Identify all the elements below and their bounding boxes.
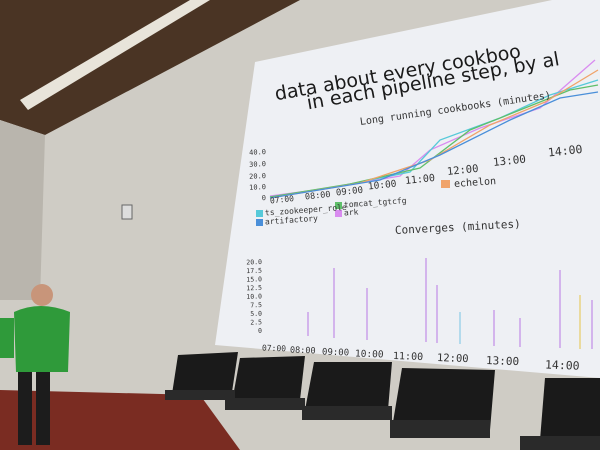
- leg: [18, 365, 32, 445]
- leg: [36, 365, 50, 445]
- wall-outlet: [121, 204, 133, 220]
- x-tick-label: 11:00: [404, 173, 435, 187]
- y-tick-label: 5.0: [250, 310, 262, 318]
- seat: [165, 390, 235, 400]
- head: [31, 284, 53, 306]
- chart1-lines: [269, 59, 599, 199]
- x-tick-label: 13:00: [492, 153, 526, 169]
- y-tick-label: 30.0: [249, 160, 266, 169]
- chair: [392, 368, 495, 430]
- legend-swatch: [335, 202, 342, 209]
- legend-label: echelon: [454, 176, 497, 190]
- projection-screen: [215, 0, 600, 378]
- seat: [302, 406, 392, 420]
- chart2-spikes: [307, 258, 593, 349]
- y-tick-label: 10.0: [246, 292, 262, 301]
- legend-swatch: [256, 210, 263, 217]
- seat: [225, 398, 305, 410]
- x-tick-label: 12:00: [437, 352, 469, 365]
- legend-label: ark: [344, 207, 359, 217]
- y-tick-label: 0: [262, 194, 267, 202]
- x-tick-label: 14:00: [547, 142, 583, 160]
- y-tick-label: 40.0: [249, 148, 266, 157]
- x-tick-label: 13:00: [486, 354, 520, 368]
- x-tick-label: 09:00: [322, 348, 349, 359]
- legend-swatch: [256, 219, 263, 226]
- x-tick-label: 14:00: [545, 358, 580, 373]
- chair: [540, 378, 600, 440]
- ceiling-light: [20, 0, 210, 110]
- chair: [305, 362, 392, 410]
- x-tick-label: 08:00: [290, 346, 316, 357]
- y-tick-label: 2.5: [250, 318, 262, 326]
- y-tick-label: 0: [258, 327, 262, 335]
- chair: [232, 356, 305, 402]
- y-tick-label: 12.5: [246, 284, 262, 293]
- y-tick-label: 10.0: [249, 183, 266, 192]
- x-tick-label: 07:00: [262, 344, 287, 354]
- seat: [520, 436, 600, 450]
- chairs: [165, 352, 600, 450]
- line: [269, 91, 599, 199]
- x-tick-label: 10:00: [367, 179, 397, 193]
- x-tick-label: 11:00: [393, 351, 423, 363]
- shirt: [14, 306, 70, 372]
- x-tick-label: 12:00: [446, 163, 479, 178]
- legend-swatch: [441, 180, 450, 188]
- floor: [0, 390, 240, 450]
- y-tick-label: 20.0: [246, 258, 262, 267]
- y-tick-label: 15.0: [246, 275, 262, 284]
- y-tick-label: 7.5: [250, 301, 262, 309]
- other-person: [0, 318, 14, 358]
- legend-label: artifactory: [265, 214, 319, 227]
- x-tick-label: 09:00: [336, 186, 364, 199]
- y-tick-label: 17.5: [246, 267, 262, 276]
- legend-swatch: [335, 210, 342, 217]
- side-wall: [0, 120, 45, 300]
- x-tick-label: 08:00: [305, 190, 331, 203]
- seat: [390, 420, 490, 438]
- x-tick-label: 10:00: [355, 349, 384, 361]
- presenter: [0, 284, 70, 445]
- y-tick-label: 20.0: [249, 172, 266, 181]
- ceiling: [0, 0, 300, 135]
- line: [269, 84, 599, 198]
- x-tick-label: 07:00: [270, 194, 295, 205]
- chair: [172, 352, 238, 394]
- legend-label: tomcat_tgtcfg: [344, 196, 407, 209]
